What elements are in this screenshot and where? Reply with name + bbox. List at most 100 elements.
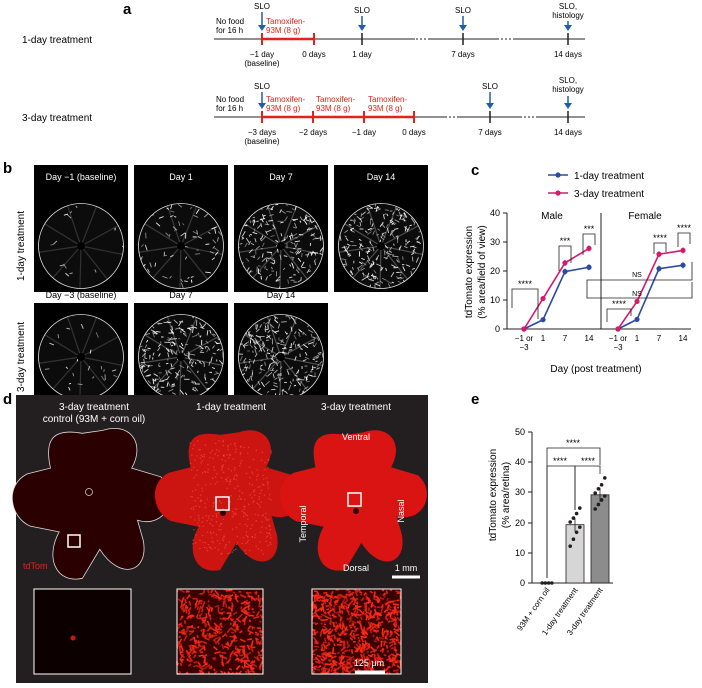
fundus-vessel	[180, 335, 220, 358]
retina-1day-speck	[206, 463, 209, 466]
fundus-vessel	[279, 356, 282, 400]
zoom-3day-cell	[393, 669, 399, 672]
fundus-cell	[295, 250, 300, 255]
fundus-cell	[369, 227, 375, 232]
zoom-1day-cell	[192, 646, 195, 650]
fundus-cell	[254, 345, 257, 350]
fundus-cell	[286, 235, 289, 239]
fundus-cell	[212, 333, 216, 336]
zoom-1day-cell	[204, 663, 208, 666]
fundus-cell	[262, 242, 265, 247]
e-ytick-0: 0	[520, 578, 525, 588]
fundus-cell	[270, 388, 275, 391]
fundus-cell	[250, 375, 253, 381]
zoom-3day-cell	[325, 643, 331, 647]
zoom-3day-cell	[352, 629, 356, 633]
retina-1day-speck	[244, 552, 247, 555]
fundus-cell	[278, 376, 281, 382]
zoom-3day-cell	[397, 625, 402, 632]
retina-1day-speck	[227, 448, 229, 451]
retina-1day-speck	[197, 514, 200, 517]
retina-1day-speck	[222, 539, 225, 542]
c-sig-f-14: ****	[677, 223, 692, 233]
retina-1day-speck	[192, 466, 195, 469]
zoom-3day-cell	[385, 600, 393, 605]
fundus-cell	[265, 220, 269, 225]
retina-1day-speck	[255, 520, 258, 522]
fundus-cell	[367, 205, 373, 209]
retina-1day-speck	[206, 549, 209, 552]
fundus-cell	[298, 388, 301, 392]
zoom-1day-cell	[214, 604, 220, 608]
zoom-3day-cell	[366, 665, 370, 668]
fundus-cell	[312, 237, 317, 241]
zoom-3day-cell	[378, 636, 382, 640]
zoom-1day-cell	[234, 593, 238, 600]
retina-1day-speck	[228, 457, 230, 459]
zoom-1day-cell	[235, 617, 242, 623]
fundus-cell	[80, 323, 84, 329]
retina-1day-speck	[202, 541, 204, 544]
fundus-cell	[268, 273, 272, 277]
fundus-cell	[170, 351, 174, 355]
zoom-3day-cell	[325, 598, 329, 601]
zoom-3day-cell	[392, 603, 400, 606]
zoom-1day-cell	[252, 610, 256, 614]
retina-1day-speck	[268, 498, 270, 500]
zoom-3day-cell	[342, 599, 349, 605]
d-zoom-insets	[34, 588, 402, 675]
zoom-3day-cell	[385, 612, 392, 617]
zoom-3day-cell	[323, 637, 327, 644]
e-point	[603, 476, 607, 480]
retina-1day-speck	[236, 535, 239, 538]
fundus-cell	[209, 329, 212, 334]
retina-1day-speck	[199, 547, 201, 550]
d-title-1day: 1-day treatment	[196, 402, 266, 413]
fundus-cell	[140, 363, 147, 368]
zoom-3day-cell	[367, 643, 371, 647]
fundus-cell	[174, 374, 179, 379]
fundus-vessel	[379, 245, 382, 289]
zoom-3day-cell	[381, 627, 384, 635]
fundus-cell	[346, 243, 351, 247]
zoom-3day-cell	[330, 637, 335, 643]
fundus-cell	[394, 219, 400, 223]
fundus-cell	[70, 211, 72, 214]
zoom-1day-cell	[200, 628, 203, 632]
zoom-3day-cell	[344, 626, 348, 632]
retina-1day-speck	[206, 498, 209, 501]
zoom-3day-cell	[355, 605, 359, 611]
zoom-1day-cell	[192, 654, 197, 659]
fundus-cell	[353, 218, 355, 222]
zoom-3day-cell	[337, 638, 342, 642]
fundus-cell	[197, 236, 203, 239]
row1-tick-label-7: 7 days	[451, 50, 475, 59]
zoom-3day-cell	[360, 637, 365, 643]
zoom-1day-cell	[241, 610, 249, 615]
fundus-cell	[180, 328, 186, 333]
row2-arrows	[258, 92, 572, 109]
fundus-cell	[259, 324, 262, 328]
zoom-3day-cell	[350, 649, 354, 654]
zoom-3day-cell	[386, 604, 391, 609]
retina-1day-speck	[238, 495, 241, 497]
zoom-3day-cell	[321, 594, 328, 600]
optic-disc	[277, 353, 285, 361]
fundus-cell	[372, 230, 376, 236]
fundus-cell	[211, 333, 215, 338]
retina-1day-speck	[191, 454, 193, 456]
retina-1day-speck	[201, 460, 204, 462]
retina-1day-speck	[196, 469, 199, 472]
zoom-1day-cell	[221, 633, 226, 638]
fundus-cell	[292, 226, 297, 229]
fundus-vessel	[180, 356, 209, 392]
retina-1day-speck	[269, 534, 272, 536]
retina-1day-speck	[259, 531, 262, 534]
row2-tick-label-7: 7 days	[478, 128, 502, 137]
retina-1day-speck	[231, 510, 234, 513]
row2-nofood-1: No food	[216, 95, 244, 104]
e-ytick-20: 20	[515, 518, 525, 528]
fundus-cell	[152, 333, 155, 338]
zoom-3day-cell	[380, 603, 384, 609]
fundus-cell	[410, 270, 413, 276]
